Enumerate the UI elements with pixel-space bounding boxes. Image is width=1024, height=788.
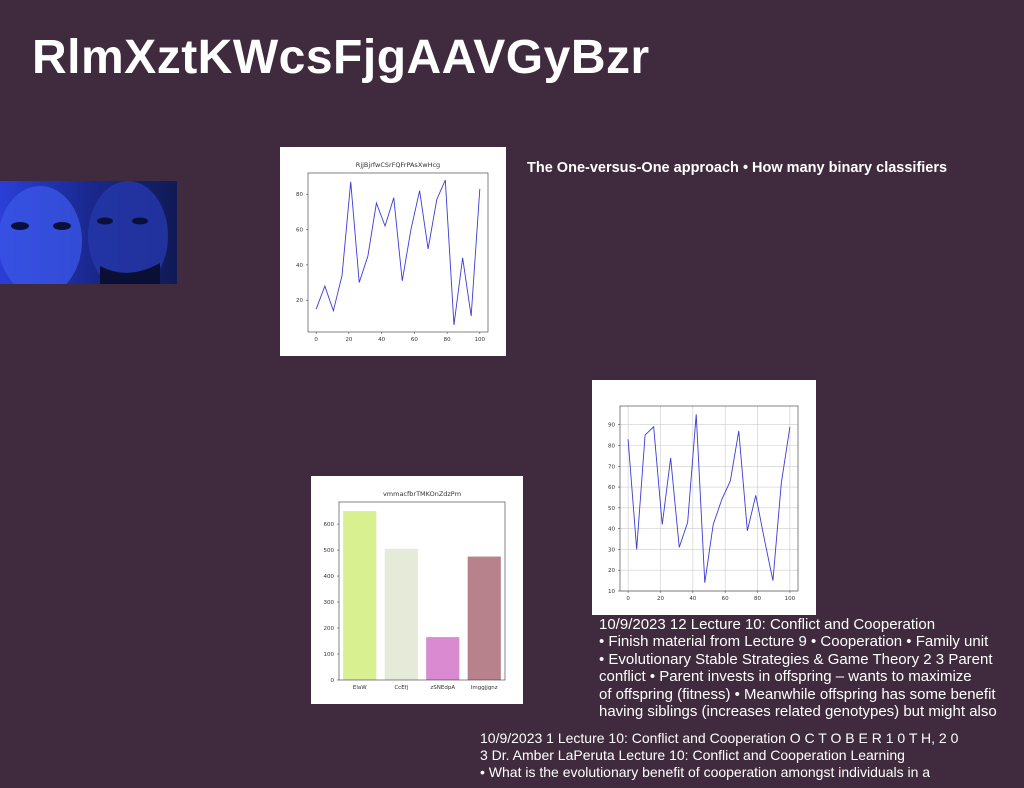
y-tick-label: 60 (296, 228, 303, 234)
chart: 10 20 30 40 50 60 70 80 90 0 20 40 60 80 100 (608, 405, 799, 602)
text-line: • Evolutionary Stable Strategies & Game … (599, 650, 993, 668)
plot-frame (338, 501, 506, 681)
chart: RjjBjrfwCSrFQFrPAsXwHcg 20 40 60 80 0 20 40 60 80… (296, 161, 489, 343)
x-tick-label: ElaW (353, 685, 367, 691)
x-tick-label: 60 (411, 337, 418, 343)
y-tick-label: 20 (296, 298, 303, 304)
slide-title: RlmXztKWcsFjgAAVGyBzr (32, 31, 650, 84)
text-line: 10/9/2023 1 Lecture 10: Conflict and Coo… (480, 730, 959, 746)
x-tick-label: 60 (722, 596, 729, 602)
x-tick-label: 100 (785, 596, 796, 602)
y-tick-label: 500 (324, 548, 335, 554)
x-tick-label: 40 (689, 596, 696, 602)
text-line: • What is the evolutionary benefit of co… (480, 764, 931, 780)
x-tick-label: 40 (378, 337, 385, 343)
y-tick-label: 40 (608, 527, 615, 533)
x-tick-label: 20 (345, 337, 352, 343)
x-tick-label: 100 (475, 337, 486, 343)
text-line: • Finish material from Lecture 9 • Coope… (599, 633, 989, 651)
y-tick-label: 0 (331, 678, 335, 684)
text-line: 10/9/2023 12 Lecture 10: Conflict and Co… (599, 616, 936, 633)
plot-frame (307, 172, 489, 333)
plot-frame (619, 405, 799, 592)
chart-title: RjjBjrfwCSrFQFrPAsXwHcg (356, 161, 440, 169)
bar (343, 511, 377, 680)
data-line (315, 179, 481, 325)
x-tick-label: Imggjjgnz (471, 685, 498, 691)
x-tick-label: zSNEdpA (430, 685, 455, 691)
data-line (627, 414, 791, 583)
y-tick-label: 20 (608, 568, 615, 574)
x-tick-label: 20 (657, 596, 664, 602)
y-tick-label: 100 (324, 652, 335, 658)
y-tick-label: 30 (608, 547, 615, 553)
chart: vmmacfbrTMKOnZdzPm 0 100 200 300 400 500 600 Ela… (324, 490, 506, 691)
x-tick-label: 80 (754, 596, 761, 602)
text-line: of offspring (fitness) • Meanwhile offsp… (599, 685, 996, 703)
chart-title: vmmacfbrTMKOnZdzPm (383, 490, 461, 498)
bar (426, 637, 460, 680)
y-tick-label: 60 (608, 485, 615, 491)
bar (384, 548, 418, 680)
y-tick-label: 80 (296, 192, 303, 198)
y-tick-label: 200 (324, 626, 335, 632)
text-line: 3 Dr. Amber LaPeruta Lecture 10: Conflic… (480, 747, 905, 763)
text-line: conflict • Parent invests in offspring –… (599, 668, 972, 686)
text-line: having siblings (increases related genot… (599, 703, 997, 721)
x-tick-label: CcEfj (394, 685, 408, 691)
y-tick-label: 400 (324, 574, 335, 580)
photo (0, 181, 177, 284)
y-tick-label: 90 (608, 423, 615, 429)
chart-image: RjjBjrfwCSrFQFrPAsXwHcg 20 40 60 80 0 20 40 60 80… (280, 147, 506, 356)
x-tick-label: 80 (444, 337, 451, 343)
x-tick-label: 0 (626, 596, 630, 602)
y-tick-label: 50 (608, 506, 615, 512)
y-tick-label: 40 (296, 263, 303, 269)
y-tick-label: 70 (608, 464, 615, 470)
y-tick-label: 10 (608, 589, 615, 595)
x-tick-label: 0 (314, 337, 318, 343)
chart-image: vmmacfbrTMKOnZdzPm 0 100 200 300 400 500 600 Ela… (311, 476, 523, 704)
y-tick-label: 600 (324, 522, 335, 528)
heading: The One-versus-One approach • How many b… (527, 160, 948, 176)
bar (467, 556, 501, 680)
chart-image: 10 20 30 40 50 60 70 80 90 0 20 40 60 80 100 (592, 380, 816, 615)
paragraph: 10/9/2023 12 Lecture 10: Conflict and Co… (599, 616, 1024, 720)
y-tick-label: 300 (324, 600, 335, 606)
y-tick-label: 80 (608, 443, 615, 449)
paragraph: 10/9/2023 1 Lecture 10: Conflict and Coo… (480, 730, 1024, 781)
